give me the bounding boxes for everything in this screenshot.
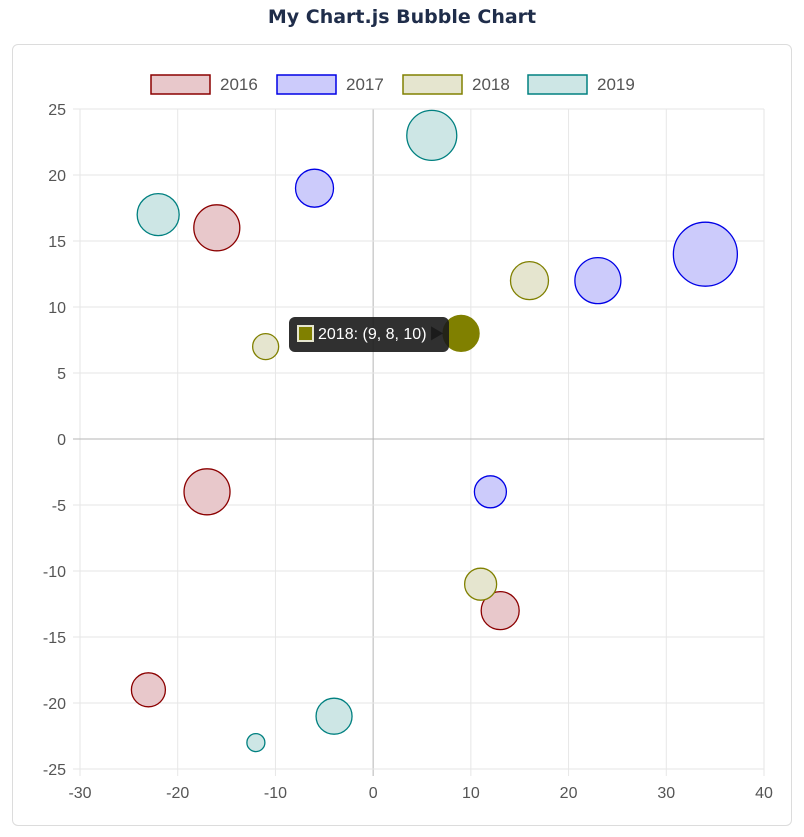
y-tick-label: -25 bbox=[43, 762, 66, 779]
bubble-2018[interactable] bbox=[252, 332, 280, 361]
legend-swatch-2018[interactable] bbox=[402, 74, 463, 95]
bubble-2019[interactable] bbox=[136, 192, 180, 237]
tooltip-text: 2018: (9, 8, 10) bbox=[318, 326, 427, 343]
bubble-2017[interactable] bbox=[294, 168, 335, 208]
x-tick-label: -20 bbox=[166, 785, 189, 802]
tooltip-swatch bbox=[297, 325, 314, 342]
legend-label-2016[interactable]: 2016 bbox=[220, 75, 258, 94]
legend-label-2017[interactable]: 2017 bbox=[346, 75, 384, 94]
y-tick-label: -5 bbox=[52, 498, 66, 515]
y-tick-label: -10 bbox=[43, 564, 66, 581]
y-tick-label: 20 bbox=[48, 168, 66, 185]
y-tick-label: 25 bbox=[48, 102, 66, 119]
bubble-2019[interactable] bbox=[315, 697, 353, 735]
bubble-2019[interactable] bbox=[246, 732, 266, 753]
legend-label-2018[interactable]: 2018 bbox=[472, 75, 510, 94]
x-tick-label: 40 bbox=[755, 785, 773, 802]
bubble-2016[interactable] bbox=[183, 468, 231, 516]
legend-label-2019[interactable]: 2019 bbox=[597, 75, 635, 94]
legend-swatch-2019[interactable] bbox=[527, 74, 588, 95]
tooltip: 2018: (9, 8, 10) bbox=[289, 317, 449, 352]
x-tick-label: 10 bbox=[462, 785, 480, 802]
x-tick-label: 30 bbox=[657, 785, 675, 802]
bubble-2019[interactable] bbox=[406, 109, 458, 162]
bubble-2017[interactable] bbox=[574, 256, 622, 305]
y-tick-label: 10 bbox=[48, 300, 66, 317]
bubbles[interactable] bbox=[130, 109, 739, 753]
tooltip-caret bbox=[431, 326, 444, 341]
legend-swatch-2017[interactable] bbox=[276, 74, 337, 95]
y-tick-label: 15 bbox=[48, 234, 66, 251]
grid bbox=[73, 108, 765, 776]
x-tick-label: 20 bbox=[560, 785, 578, 802]
bubble-2016[interactable] bbox=[480, 590, 520, 631]
x-tick-label: -30 bbox=[68, 785, 91, 802]
bubble-2018[interactable] bbox=[463, 567, 498, 601]
y-tick-label: -15 bbox=[43, 630, 66, 647]
legend-swatch-2016[interactable] bbox=[150, 74, 211, 95]
bubble-2016[interactable] bbox=[193, 204, 241, 252]
bubble-2018[interactable] bbox=[509, 260, 550, 301]
axis-ticks: -30 -20 -10 0 10 20 30 40 25 20 15 10 5 0 -5 -10 -15 -20 -… bbox=[43, 102, 773, 802]
x-tick-label: 0 bbox=[369, 785, 378, 802]
bubble-2017[interactable] bbox=[672, 221, 739, 287]
x-tick-label: -10 bbox=[264, 785, 287, 802]
bubble-2017[interactable] bbox=[473, 475, 508, 509]
bubble-2016[interactable] bbox=[130, 672, 167, 708]
page-title: My Chart.js Bubble Chart bbox=[267, 6, 537, 28]
y-tick-label: 0 bbox=[57, 432, 66, 449]
y-tick-label: -20 bbox=[43, 696, 66, 713]
tooltip-box bbox=[289, 317, 449, 352]
legend[interactable]: 2016 2017 2018 2019 bbox=[150, 74, 635, 95]
y-tick-label: 5 bbox=[57, 366, 66, 383]
